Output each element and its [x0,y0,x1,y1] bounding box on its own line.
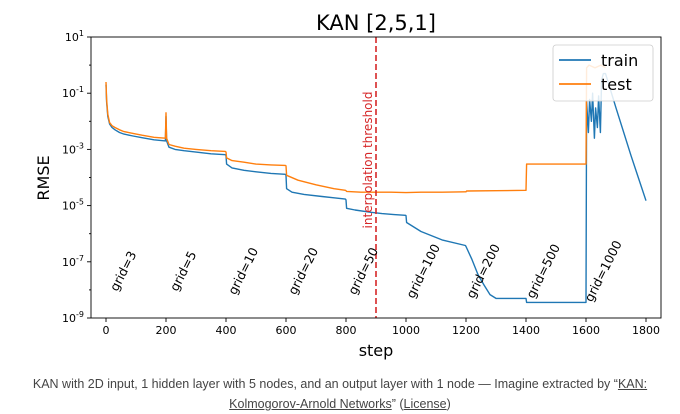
annotation-grid-1000: grid=1000 [581,238,625,304]
series-layer [105,64,647,304]
x-tick-label: 600 [276,324,297,337]
x-tick-label: 1600 [572,324,600,337]
x-tick-label: 1800 [632,324,660,337]
annotation-grid-5: grid=5 [167,248,200,293]
annotation-grid-200: grid=200 [463,241,503,300]
legend: train test [552,44,654,102]
x-tick-label: 200 [156,324,177,337]
y-tick-label: 10-7 [62,254,84,269]
threshold-label: interpolation threshold [361,92,375,229]
series-line-test [105,64,606,194]
x-tick-label: 0 [103,324,110,337]
annotation-grid-100: grid=100 [403,241,443,300]
license-link[interactable]: License [403,397,447,411]
y-axis-label: RMSE [34,155,53,200]
chart-title: KAN [2,5,1] [316,11,436,35]
annotation-grid-10: grid=10 [225,245,261,297]
y-tick-label: 10-1 [62,85,84,100]
y-tick-label: 10-9 [62,310,84,325]
annotation-grid-3: grid=3 [107,248,140,293]
annotation-grid-20: grid=20 [285,245,321,297]
paper-link[interactable]: KAN: Kolmogorov-Arnold Networks [229,377,648,411]
y-tick-label: 101 [65,29,84,44]
annotation-layer: grid=3 grid=5 grid=10 grid=20 grid=50 grid=10… [107,238,625,304]
legend-label-test: test [601,75,632,94]
x-axis: 0 200 400 600 800 1000 1200 1400 1600 1800 [103,318,660,337]
x-tick-label: 1200 [452,324,480,337]
figure-caption: KAN with 2D input, 1 hidden layer with 5… [0,374,680,414]
x-tick-label: 1400 [512,324,540,337]
caption-text: KAN with 2D input, 1 hidden layer with 5… [32,377,618,391]
annotation-grid-500: grid=500 [523,241,563,300]
x-tick-label: 400 [216,324,237,337]
y-tick-label: 10-3 [62,141,84,156]
caption-text-end: ) [446,397,451,411]
x-tick-label: 800 [336,324,357,337]
y-tick-label: 10-5 [62,198,84,213]
chart: KAN [2,5,1] interpolation threshold grid… [34,11,662,360]
y-axis: 10-9 10-7 10-5 10-3 10-1 101 [62,29,91,325]
threshold-layer: interpolation threshold [361,37,377,318]
legend-box [552,44,654,102]
x-tick-label: 1000 [392,324,420,337]
legend-label-train: train [601,51,638,70]
x-axis-label: step [359,341,394,360]
caption-text-middle: ” ( [391,397,404,411]
